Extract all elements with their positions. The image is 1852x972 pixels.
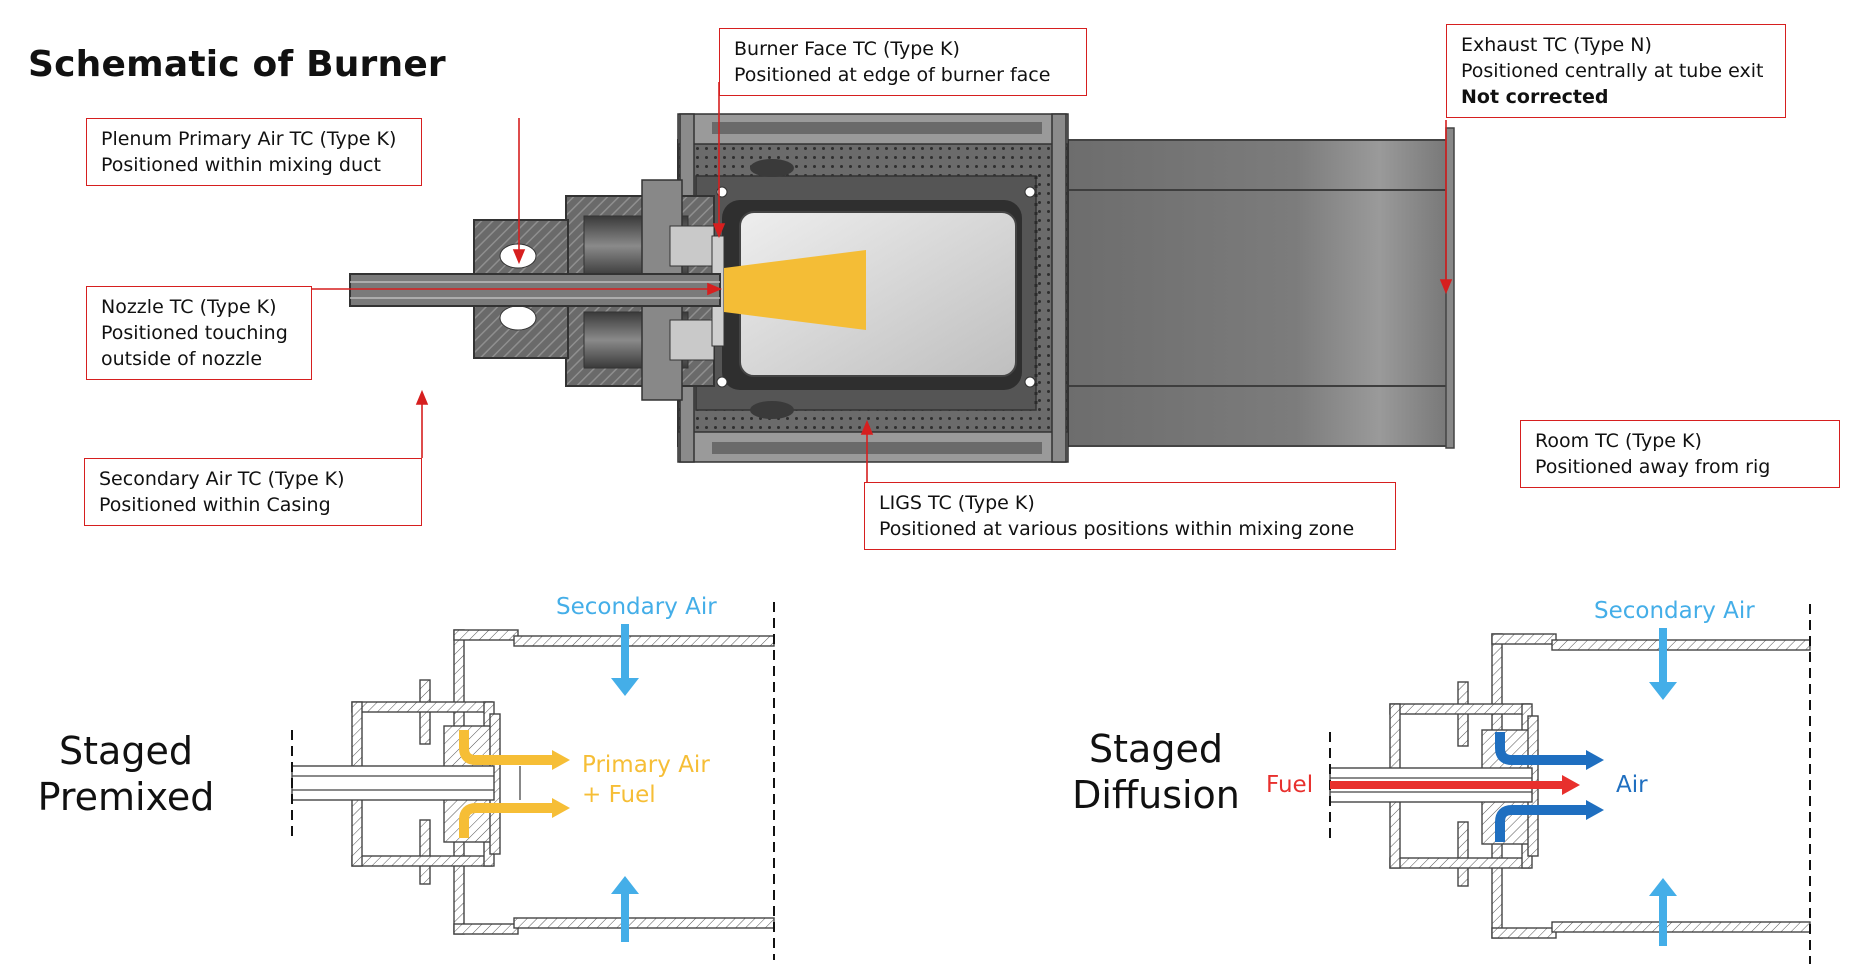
- callout-title: LIGS TC (Type K): [879, 492, 1035, 514]
- callout-plenum-primary-air-tc: Plenum Primary Air TC (Type K) Positione…: [86, 118, 422, 186]
- callout-nozzle-tc: Nozzle TC (Type K) Positioned touching o…: [86, 286, 312, 380]
- callout-text: Positioned touching: [101, 322, 288, 344]
- mode-label-line1: Staged: [59, 729, 193, 773]
- callout-title: Nozzle TC (Type K): [101, 296, 277, 318]
- callout-text: Positioned centrally at tube exit: [1461, 60, 1764, 82]
- diffusion-secondary-air-label: Secondary Air: [1594, 598, 1755, 624]
- callout-title: Secondary Air TC (Type K): [99, 468, 345, 490]
- callout-leaders: [312, 82, 1453, 484]
- diffusion-air-arrows: [1495, 732, 1590, 842]
- callout-text: outside of nozzle: [101, 348, 263, 370]
- callout-text: Positioned at edge of burner face: [734, 64, 1051, 86]
- staged-diffusion-label: Staged Diffusion: [1066, 726, 1246, 818]
- callout-note: Not corrected: [1461, 86, 1609, 108]
- diffusion-air-label: Air: [1616, 772, 1648, 798]
- mode-label-line2: Diffusion: [1072, 773, 1240, 817]
- callout-text: Positioned at various positions within m…: [879, 518, 1355, 540]
- premixed-primary-air-label: Primary Air: [582, 752, 710, 778]
- casing: [677, 113, 1069, 463]
- page-title: Schematic of Burner: [28, 44, 446, 85]
- diffusion-fuel-label: Fuel: [1266, 772, 1314, 798]
- callout-room-tc: Room TC (Type K) Positioned away from ri…: [1520, 420, 1840, 488]
- callout-text: Positioned within Casing: [99, 494, 331, 516]
- mode-label-line2: Premixed: [37, 775, 215, 819]
- premixed-fuel-label: + Fuel: [582, 782, 656, 808]
- premixed-primary-air-arrows: [459, 730, 556, 838]
- callout-ligs-tc: LIGS TC (Type K) Positioned at various p…: [864, 482, 1396, 550]
- staged-premixed-label: Staged Premixed: [36, 728, 216, 820]
- nozzle-lance: [349, 273, 721, 307]
- callout-burner-face-tc: Burner Face TC (Type K) Positioned at ed…: [719, 28, 1087, 96]
- exhaust-tube: [1067, 127, 1455, 449]
- callout-title: Plenum Primary Air TC (Type K): [101, 128, 397, 150]
- callout-text: Positioned within mixing duct: [101, 154, 381, 176]
- mode-label-line1: Staged: [1089, 727, 1223, 771]
- callout-secondary-air-tc: Secondary Air TC (Type K) Positioned wit…: [84, 458, 422, 526]
- callout-title: Burner Face TC (Type K): [734, 38, 960, 60]
- premixed-secondary-air-label: Secondary Air: [556, 594, 717, 620]
- diffusion-secondary-air-arrows: [1649, 628, 1677, 946]
- callout-title: Room TC (Type K): [1535, 430, 1702, 452]
- callout-exhaust-tc: Exhaust TC (Type N) Positioned centrally…: [1446, 24, 1786, 118]
- callout-text: Positioned away from rig: [1535, 456, 1771, 478]
- callout-title: Exhaust TC (Type N): [1461, 34, 1652, 56]
- premixed-secondary-air-arrows: [611, 624, 639, 942]
- flame: [724, 250, 866, 330]
- diffusion-fuel-arrow: [1330, 775, 1580, 795]
